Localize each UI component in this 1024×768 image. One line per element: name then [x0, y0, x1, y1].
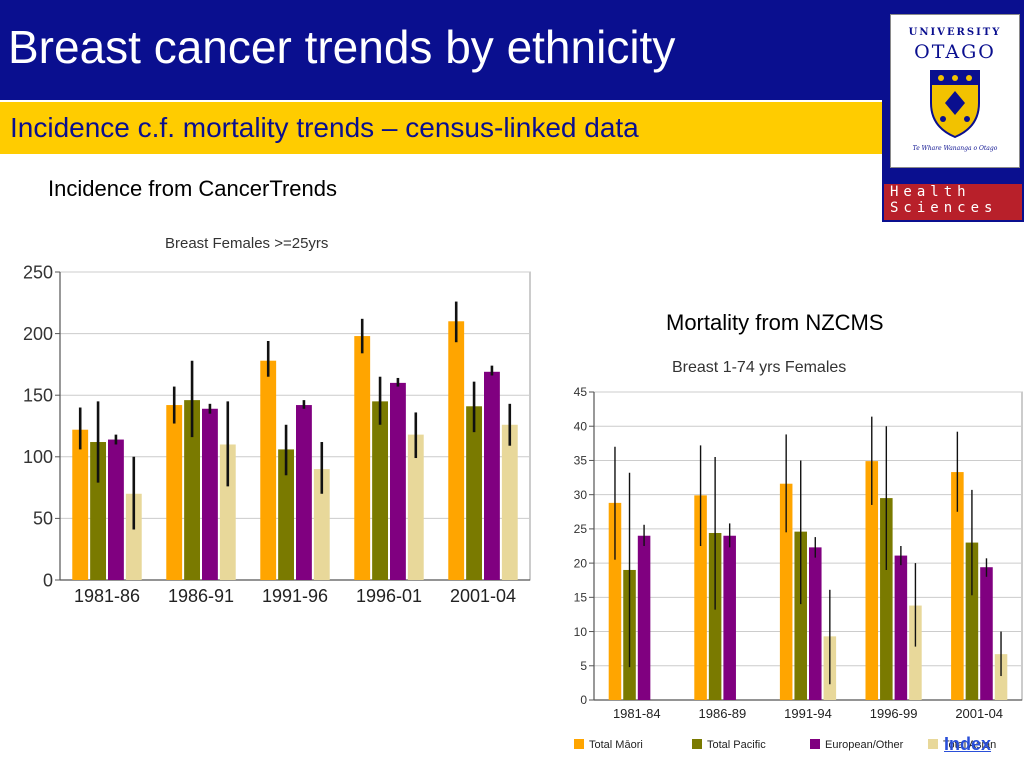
x-tick-label: 2001-04 [450, 586, 516, 606]
bar [90, 442, 106, 580]
y-tick-label: 35 [574, 454, 588, 468]
bar [354, 336, 371, 580]
bar [125, 493, 142, 580]
legend-swatch [810, 739, 820, 749]
bar [809, 547, 822, 700]
y-tick-label: 150 [23, 386, 53, 406]
bar [407, 434, 424, 580]
bar [296, 405, 312, 580]
bar [865, 461, 879, 700]
bar [372, 401, 388, 580]
bar [880, 498, 893, 700]
bar [313, 469, 330, 580]
legend-swatch [928, 739, 938, 749]
incidence-caption: Incidence from CancerTrends [48, 176, 337, 201]
bar [723, 535, 736, 700]
y-tick-label: 20 [574, 556, 588, 570]
x-tick-label: 2001-04 [955, 706, 1003, 721]
logo-motto: Te Whare Wananga o Otago [912, 145, 998, 152]
x-tick-label: 1981-86 [74, 586, 140, 606]
y-tick-label: 25 [574, 522, 588, 536]
y-tick-label: 15 [574, 591, 588, 605]
bar [994, 654, 1008, 700]
sciences-text: Sciences [890, 200, 998, 216]
bar [779, 483, 793, 700]
legend-entry: Total Pacific [707, 739, 766, 751]
university-logo: UNIVERSITY OTAGO Te Whare Wananga o Otag… [882, 0, 1024, 222]
bar [708, 532, 722, 700]
slide-subtitle: Incidence c.f. mortality trends – census… [10, 112, 639, 143]
crest-icon [930, 70, 980, 139]
y-tick-label: 200 [23, 324, 53, 344]
logo-crest-box: UNIVERSITY OTAGO Te Whare Wananga o Otag… [890, 14, 1020, 168]
mortality-caption: Mortality from NZCMS [666, 310, 884, 335]
y-tick-label: 0 [43, 570, 53, 590]
y-tick-label: 100 [23, 447, 53, 467]
index-link[interactable]: Index [944, 734, 992, 754]
y-tick-label: 0 [580, 693, 587, 707]
y-tick-label: 5 [580, 659, 587, 673]
bar [794, 531, 807, 700]
legend-swatch [574, 739, 584, 749]
bar [965, 542, 979, 700]
logo-otago-text: OTAGO [914, 41, 996, 63]
plot-area [593, 391, 1023, 701]
logo-university-text: UNIVERSITY [908, 27, 1002, 38]
x-tick-label: 1986-91 [168, 586, 234, 606]
x-tick-label: 1991-94 [784, 706, 832, 721]
x-tick-label: 1996-01 [356, 586, 422, 606]
bar [951, 472, 964, 700]
bar [637, 535, 651, 700]
x-tick-label: 1981-84 [613, 706, 661, 721]
title-bar: Breast cancer trends by ethnicity [0, 0, 882, 100]
chart-title: Breast 1-74 yrs Females [672, 359, 846, 376]
mortality-chart: Breast 1-74 yrs Females 0 5 10 15 20 25 30 35 40 4… [574, 359, 1023, 751]
bar [894, 555, 908, 700]
bar [278, 449, 294, 580]
health-text: Health [890, 184, 971, 200]
y-tick-label: 40 [574, 419, 588, 433]
bar [202, 408, 218, 580]
slide-title: Breast cancer trends by ethnicity [8, 21, 676, 73]
bar [184, 400, 200, 580]
bar [166, 405, 183, 580]
bar [448, 321, 465, 580]
bar [108, 439, 124, 580]
bar [390, 382, 406, 580]
y-tick-label: 30 [574, 488, 588, 502]
incidence-chart: Breast Females >=25yrs 0 50 100 150 200 250 198… [23, 235, 531, 606]
y-tick-label: 50 [33, 509, 53, 529]
chart-title: Breast Females >=25yrs [165, 235, 328, 252]
bar [980, 567, 993, 700]
legend-entry: Total Māori [589, 739, 643, 751]
x-tick-label: 1986-89 [699, 706, 747, 721]
bar [219, 444, 236, 580]
bar [484, 371, 500, 580]
bar [260, 360, 277, 580]
bar [72, 429, 89, 580]
bar [608, 502, 622, 700]
bar [501, 424, 518, 580]
bar [466, 406, 482, 580]
legend-entry: European/Other [825, 739, 904, 751]
y-tick-label: 10 [574, 625, 588, 639]
bar [694, 495, 707, 700]
bar [909, 605, 922, 700]
legend-entry: Total Asian [943, 739, 996, 751]
legend-swatch [692, 739, 702, 749]
x-tick-label: 1996-99 [870, 706, 918, 721]
x-tick-label: 1991-96 [262, 586, 328, 606]
subtitle-bar: Incidence c.f. mortality trends – census… [0, 102, 882, 154]
health-sciences-banner: Health Sciences [884, 184, 1022, 220]
y-tick-label: 250 [23, 262, 53, 282]
y-tick-label: 45 [574, 385, 588, 399]
